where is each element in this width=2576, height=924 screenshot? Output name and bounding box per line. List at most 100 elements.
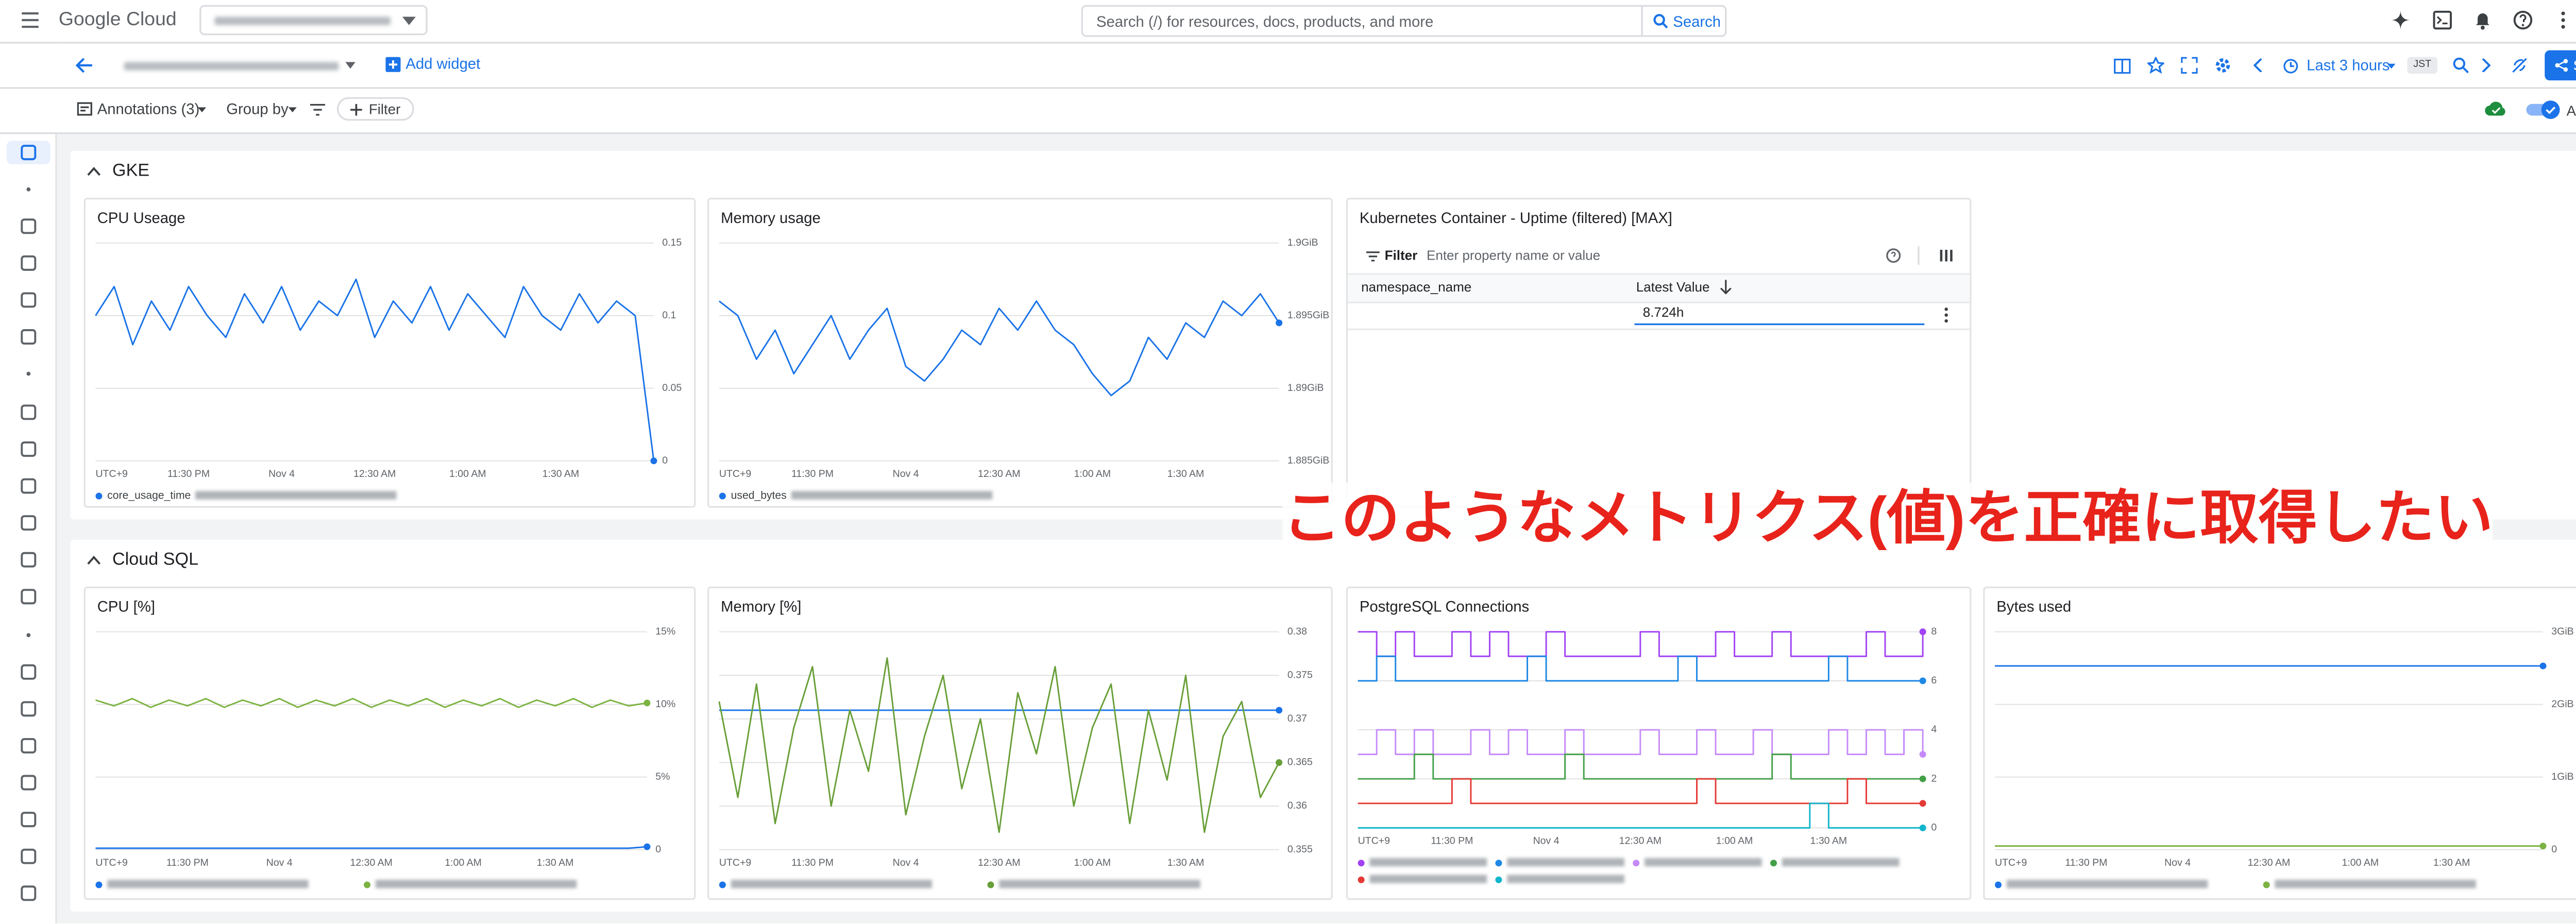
annotations-button[interactable]: Annotations (3) <box>77 99 208 121</box>
nav-item[interactable] <box>20 588 37 605</box>
nav-icon <box>21 552 37 568</box>
legend-item[interactable] <box>1358 875 1487 883</box>
collapse-button[interactable] <box>87 555 101 565</box>
legend-item[interactable] <box>987 880 1200 888</box>
legend-item[interactable] <box>719 880 933 888</box>
nav-item[interactable] <box>20 738 37 755</box>
legend-item[interactable] <box>1995 880 2208 888</box>
legend-swatch <box>2263 881 2270 888</box>
series-line <box>718 657 1280 833</box>
nav-item[interactable] <box>20 664 37 681</box>
nav-item[interactable] <box>20 218 37 235</box>
latest-value: 8.724h <box>1642 305 1684 320</box>
nav-item[interactable] <box>20 329 37 346</box>
nav-item[interactable] <box>20 515 37 532</box>
notifications-button[interactable] <box>2472 10 2493 30</box>
back-button[interactable] <box>75 57 94 74</box>
nav-item[interactable] <box>20 700 37 717</box>
more-button[interactable] <box>2558 10 2568 30</box>
nav-item[interactable] <box>20 774 37 791</box>
chart-widget: PostgreSQL Connections 0 2 4 6 8 UTC+9 11:30 PM… <box>1346 586 1972 900</box>
favorite-button[interactable] <box>2147 57 2164 74</box>
group-by-button[interactable]: Group by <box>226 99 301 121</box>
x-tick-label: 1:30 AM <box>543 468 580 480</box>
help-button[interactable] <box>1886 248 1901 263</box>
legend-item[interactable]: core_usage_time <box>95 490 397 502</box>
filter-options-button[interactable] <box>310 104 326 116</box>
widget-title: Bytes used <box>1996 598 2072 615</box>
nav-item[interactable] <box>20 627 37 644</box>
filter-bar: Annotations (3) Group by Filter Autosave <box>0 89 2576 134</box>
filter-chip[interactable]: Filter <box>337 97 414 121</box>
annotations-label: Annotations (3) <box>97 100 200 117</box>
nav-item[interactable] <box>20 552 37 569</box>
nav-item[interactable] <box>20 811 37 828</box>
nav-item[interactable] <box>20 144 37 161</box>
y-tick-label: 0.37 <box>1287 713 1307 724</box>
nav-item[interactable] <box>20 441 37 458</box>
project-selector[interactable] <box>199 5 428 36</box>
series-end-marker <box>1919 824 1926 831</box>
legend-redacted <box>107 880 309 888</box>
nav-item[interactable] <box>20 292 37 309</box>
nav-item[interactable] <box>20 885 37 902</box>
gemini-button[interactable] <box>2390 10 2411 30</box>
zoom-button[interactable] <box>2452 57 2469 74</box>
nav-icon <box>21 404 37 420</box>
x-tick-label: 1:00 AM <box>2342 857 2379 868</box>
next-range-button[interactable] <box>2481 58 2492 72</box>
timezone-chip[interactable]: JST <box>2407 57 2438 74</box>
x-tick-label: 12:30 AM <box>353 468 396 480</box>
legend-item[interactable] <box>1495 858 1624 867</box>
table-filter-input[interactable]: Enter property name or value <box>1426 248 1601 263</box>
series-line <box>1358 729 1924 756</box>
nav-item[interactable] <box>20 255 37 272</box>
fullscreen-button[interactable] <box>2181 57 2198 74</box>
nav-item[interactable] <box>20 404 37 421</box>
y-tick-label: 0.355 <box>1287 844 1313 855</box>
column-header[interactable]: Latest Value <box>1636 280 1710 295</box>
legend-item[interactable] <box>2263 880 2476 888</box>
nav-item[interactable] <box>20 181 37 198</box>
collapse-button[interactable] <box>87 166 101 176</box>
chart: 0 2 4 6 8 UTC+9 11:30 PM Nov 4 12:30 AM 1:00 AM 1:… <box>1358 626 1937 883</box>
menu-button[interactable] <box>20 12 40 29</box>
x-tick-label: 1:30 AM <box>2433 857 2470 868</box>
share-button[interactable]: Share <box>2545 50 2576 81</box>
legend-item[interactable] <box>95 880 309 888</box>
legend-item[interactable] <box>1633 858 1762 867</box>
nav-item[interactable] <box>20 365 37 382</box>
legend-item[interactable] <box>364 880 577 888</box>
nav-item[interactable] <box>20 477 37 494</box>
column-header[interactable]: namespace_name <box>1361 280 1472 295</box>
series-line <box>95 278 655 461</box>
autosave-toggle[interactable] <box>2526 100 2563 119</box>
legend-swatch <box>95 492 103 500</box>
y-tick-label: 1.89GiB <box>1287 382 1324 393</box>
legend-item[interactable]: used_bytes <box>719 490 993 502</box>
legend-redacted <box>1507 858 1624 867</box>
column-picker[interactable] <box>1940 249 1953 262</box>
settings-button[interactable] <box>2214 57 2231 74</box>
row-menu[interactable] <box>1943 306 1950 323</box>
nav-item[interactable] <box>20 848 37 865</box>
nav-icon <box>21 515 37 531</box>
legend-redacted <box>1507 875 1624 883</box>
cloud-shell-button[interactable] <box>2432 10 2452 30</box>
legend-label: core_usage_time <box>107 490 191 502</box>
search-button[interactable]: Search <box>1641 5 1727 37</box>
y-tick-label: 0.1 <box>662 310 676 321</box>
table-filter-label: Filter <box>1384 248 1418 263</box>
legend-item[interactable] <box>1770 858 1900 867</box>
view-button[interactable] <box>2114 58 2131 74</box>
legend-item[interactable] <box>1358 858 1487 867</box>
help-button[interactable] <box>2513 10 2533 30</box>
search-box[interactable]: Search (/) for resources, docs, products… <box>1081 5 1643 37</box>
legend-redacted <box>1369 858 1487 867</box>
live-toggle[interactable] <box>2511 57 2528 74</box>
nav-icon <box>21 292 37 308</box>
legend-item[interactable] <box>1495 875 1624 883</box>
previous-range-button[interactable] <box>2253 58 2263 72</box>
time-range-picker[interactable]: Last 3 hours <box>2283 55 2397 77</box>
